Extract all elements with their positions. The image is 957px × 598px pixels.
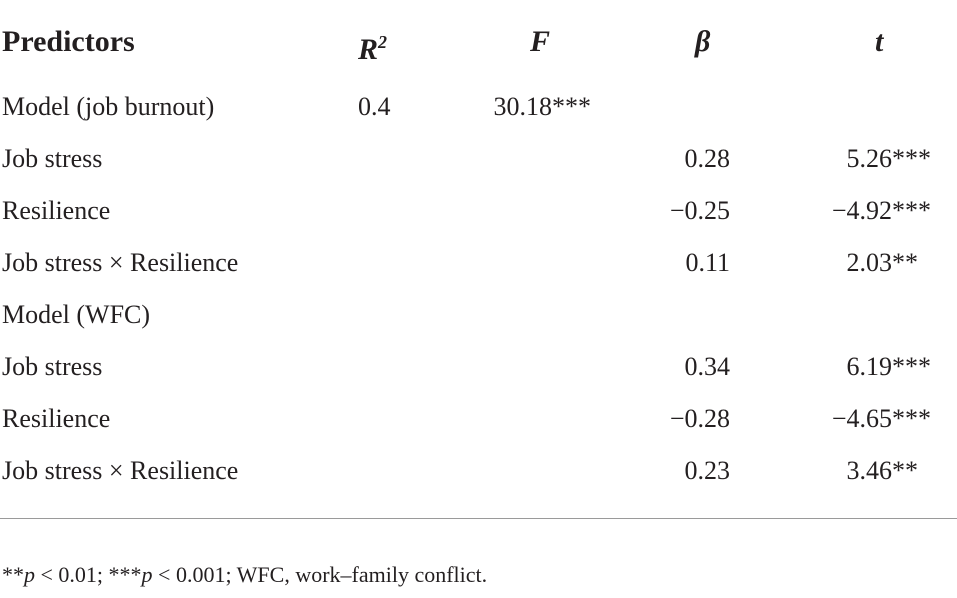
f-stars: *** [552,92,591,121]
predictor-cell: Job stress × Resilience [2,248,239,277]
r2-cell: 0.4 [358,92,391,121]
header-t: t [875,25,884,58]
footnote-part: p [141,562,153,587]
t-stars: *** [892,196,931,225]
t-value: 6.19 [846,352,893,381]
beta-cell: 0.11 [685,248,730,277]
header-predictors: Predictors [2,25,135,58]
header-beta: β [695,25,711,58]
beta-cell: 0.23 [684,456,731,485]
beta-cell: 0.34 [684,352,731,381]
predictor-cell: Job stress × Resilience [2,456,239,485]
t-value: 3.46 [846,456,893,485]
predictor-cell: Job stress [2,352,103,381]
t-value: 2.03 [846,248,893,277]
header-r2: R2 [358,27,387,65]
t-stars: *** [892,144,931,173]
predictor-cell: Resilience [2,404,111,433]
t-stars: ** [892,248,918,277]
footnote: **p < 0.01; ***p < 0.001; WFC, work–fami… [2,560,487,590]
predictor-cell: Resilience [2,196,111,225]
beta-cell: 0.28 [684,144,731,173]
header-r2-text: R [358,33,379,66]
t-value: 5.26 [846,144,893,173]
predictor-cell: Model (job burnout) [2,92,215,121]
t-stars: ** [892,456,918,485]
t-value: −4.65 [831,404,892,433]
footnote-part: ** [2,562,24,587]
table-rule [0,518,957,519]
footnote-part: p [24,562,35,587]
t-stars: *** [892,404,931,433]
t-stars: *** [892,352,931,381]
footnote-part: < 0.001; WFC, work–family conflict. [152,562,488,587]
t-value: −4.92 [831,196,892,225]
header-r2-sup: 2 [378,32,388,52]
beta-cell: −0.25 [669,196,730,225]
beta-cell: −0.28 [669,404,730,433]
predictor-cell: Job stress [2,144,103,173]
footnote-part: < 0.01; *** [35,562,142,587]
f-value: 30.18 [493,92,553,121]
header-f: F [530,25,551,58]
predictor-cell: Model (WFC) [2,300,151,329]
